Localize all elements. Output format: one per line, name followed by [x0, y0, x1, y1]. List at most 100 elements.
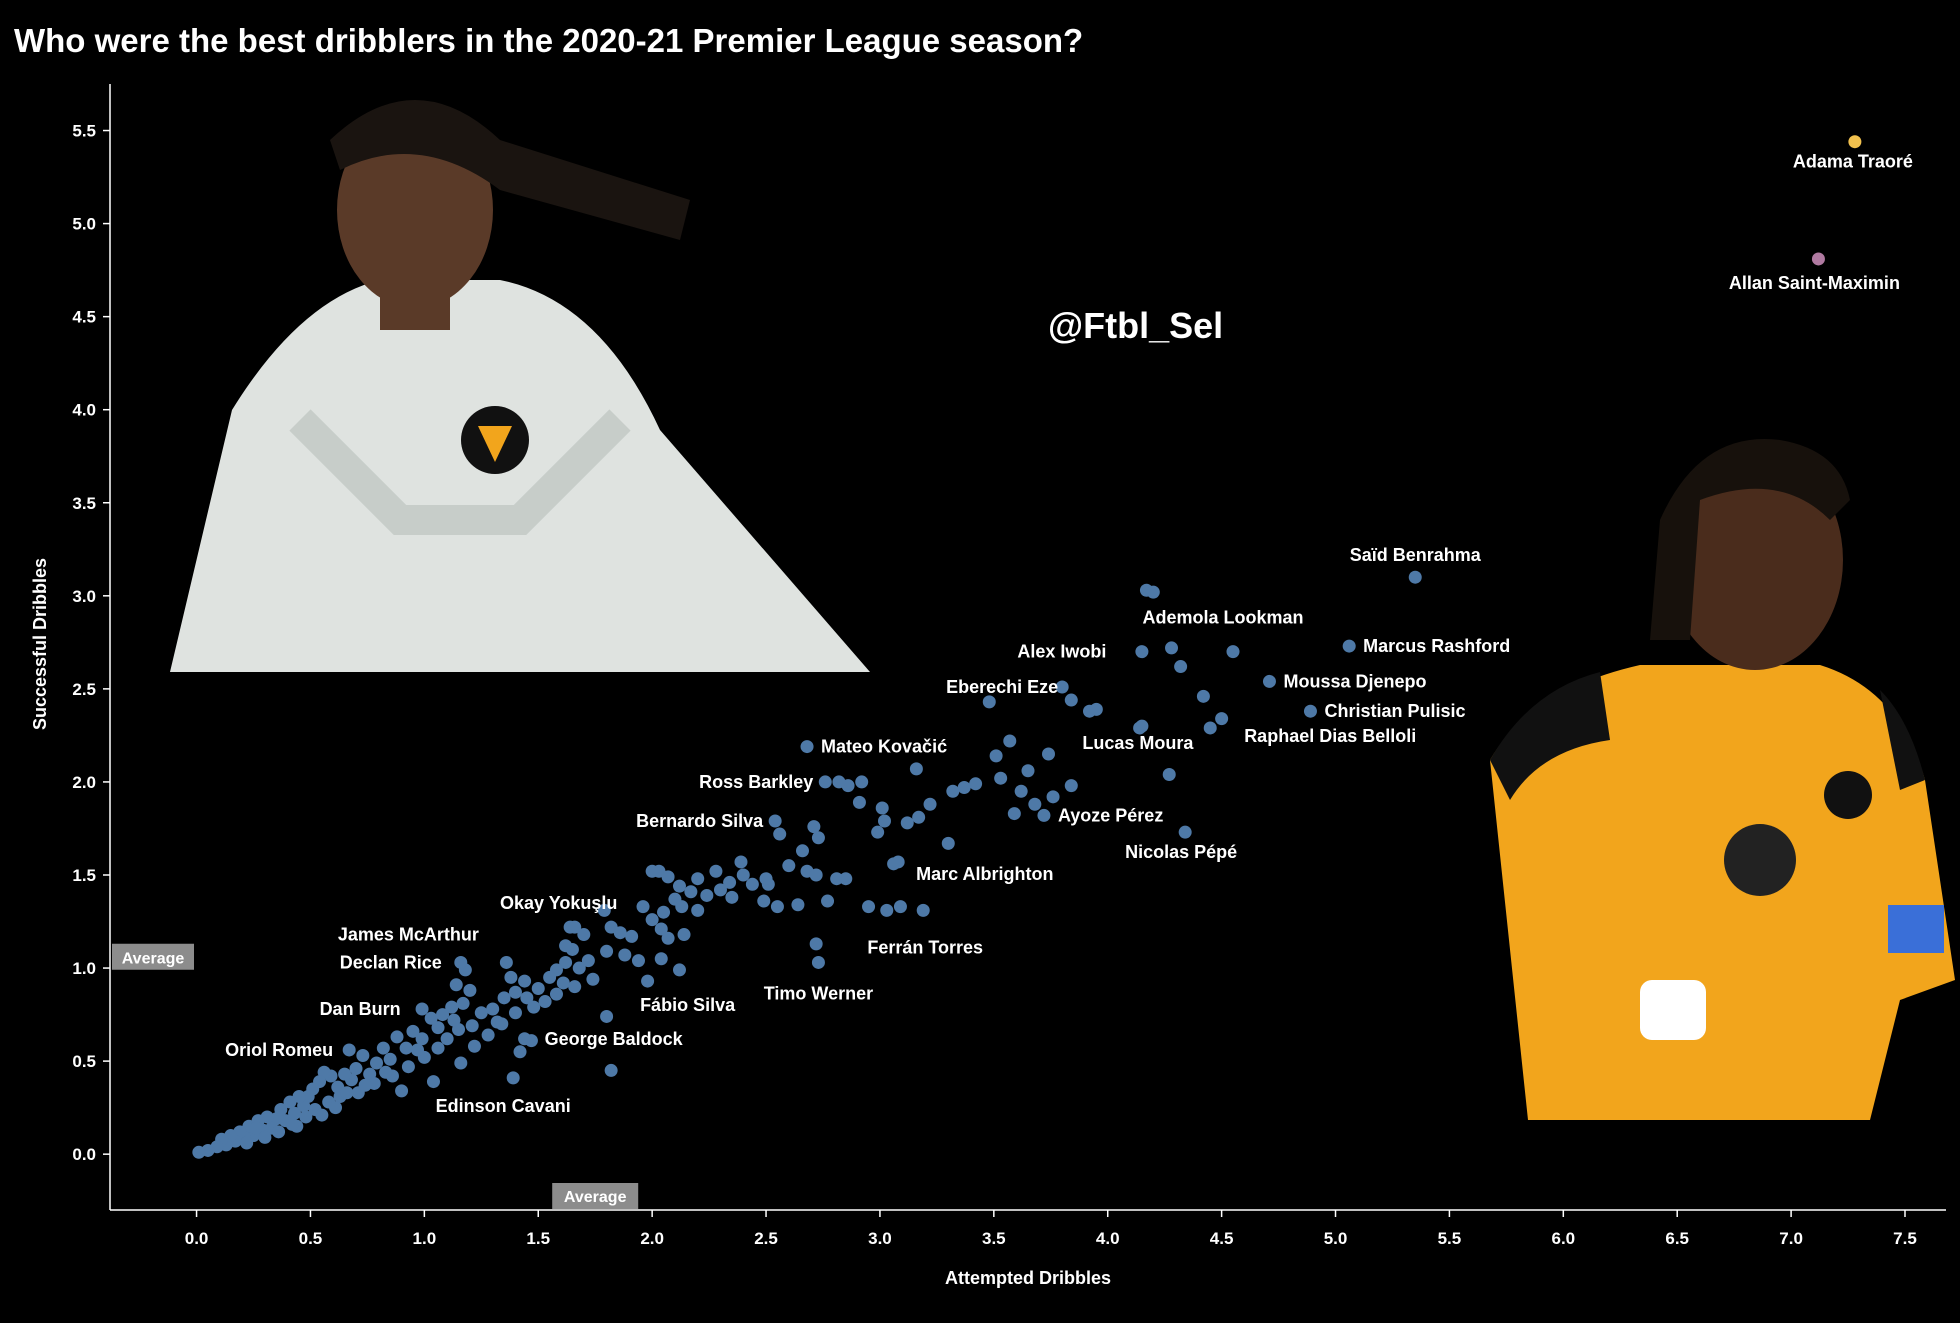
- data-point: [709, 864, 723, 878]
- data-point: [538, 995, 552, 1009]
- data-point: [543, 970, 557, 984]
- point-label: George Baldock: [545, 1029, 684, 1049]
- data-point: [440, 1032, 454, 1046]
- data-point: [508, 1006, 522, 1020]
- data-point: [969, 777, 983, 791]
- data-point: [818, 775, 832, 789]
- data-point: [636, 900, 650, 914]
- data-point: [399, 1041, 413, 1055]
- data-point: [454, 955, 468, 969]
- data-point: [795, 844, 809, 858]
- x-tick-label: 5.5: [1438, 1229, 1462, 1248]
- data-point: [1226, 645, 1240, 659]
- data-point: [672, 879, 686, 893]
- photo-adama-traore-gold-kit: [1490, 439, 1955, 1120]
- data-point: [499, 955, 513, 969]
- watermark: @Ftbl_Sel: [1048, 305, 1223, 346]
- point-label: Bernardo Silva: [636, 811, 764, 831]
- data-point: [923, 797, 937, 811]
- data-point: [871, 825, 885, 839]
- data-point: [497, 991, 511, 1005]
- data-point: [240, 1136, 254, 1150]
- data-point: [1064, 779, 1078, 793]
- data-point: [431, 1021, 445, 1035]
- data-point: [770, 900, 784, 914]
- data-point: [1196, 689, 1210, 703]
- data-point: [672, 963, 686, 977]
- data-point: [759, 872, 773, 886]
- data-point: [916, 903, 930, 917]
- data-point: [862, 900, 876, 914]
- data-point: [631, 954, 645, 968]
- data-point: [1174, 660, 1188, 674]
- highlighted-point: [1848, 135, 1862, 149]
- x-tick-label: 0.5: [299, 1229, 323, 1248]
- page-title: Who were the best dribblers in the 2020-…: [14, 22, 1084, 59]
- data-point: [581, 954, 595, 968]
- point-label: Oriol Romeu: [225, 1040, 333, 1060]
- data-point: [713, 883, 727, 897]
- data-point: [875, 801, 889, 815]
- data-point: [513, 1045, 527, 1059]
- point-label: Lucas Moura: [1082, 733, 1194, 753]
- data-point: [604, 920, 618, 934]
- data-point: [855, 775, 869, 789]
- point-label: Ferrán Torres: [867, 937, 983, 957]
- data-point: [1262, 674, 1276, 688]
- data-point: [1135, 645, 1149, 659]
- point-label: Mateo Kovačić: [821, 737, 947, 757]
- point-label: Okay Yokuşlu: [500, 893, 617, 913]
- data-point: [832, 775, 846, 789]
- point-label: Fábio Silva: [640, 995, 736, 1015]
- data-point: [700, 888, 714, 902]
- data-point: [957, 781, 971, 795]
- x-tick-label: 6.0: [1551, 1229, 1575, 1248]
- point-label: Christian Pulisic: [1324, 701, 1465, 721]
- x-tick-label: 1.0: [413, 1229, 437, 1248]
- data-point: [358, 1078, 372, 1092]
- x-tick-label: 6.5: [1665, 1229, 1689, 1248]
- highlighted-point: [1811, 252, 1825, 266]
- x-tick-label: 4.5: [1210, 1229, 1234, 1248]
- point-label: Timo Werner: [764, 983, 873, 1003]
- data-point: [1089, 702, 1103, 716]
- x-tick-label: 4.0: [1096, 1229, 1120, 1248]
- data-point: [809, 868, 823, 882]
- data-point: [641, 974, 655, 988]
- data-point: [356, 1049, 370, 1063]
- data-point: [811, 831, 825, 845]
- data-point: [768, 814, 782, 828]
- data-point: [370, 1056, 384, 1070]
- data-point: [454, 1056, 468, 1070]
- data-point: [654, 952, 668, 966]
- data-point: [549, 987, 563, 1001]
- data-point: [654, 922, 668, 936]
- data-point: [994, 771, 1008, 785]
- data-point: [411, 1043, 425, 1057]
- data-point: [456, 996, 470, 1010]
- data-point: [657, 905, 671, 919]
- data-point: [691, 872, 705, 886]
- y-tick-label: 4.0: [72, 401, 96, 420]
- y-tick-label: 0.5: [72, 1052, 96, 1071]
- data-point: [506, 1071, 520, 1085]
- data-point: [1215, 712, 1229, 726]
- data-point: [745, 877, 759, 891]
- data-point: [495, 1017, 509, 1031]
- data-point: [586, 972, 600, 986]
- data-point: [1042, 747, 1056, 761]
- data-point: [782, 859, 796, 873]
- data-point: [426, 1075, 440, 1089]
- data-point: [465, 1019, 479, 1033]
- data-point: [449, 978, 463, 992]
- data-point: [1135, 719, 1149, 733]
- data-point: [811, 955, 825, 969]
- data-point: [390, 1030, 404, 1044]
- y-tick-label: 0.0: [72, 1145, 96, 1164]
- data-point: [909, 762, 923, 776]
- data-point: [338, 1067, 352, 1081]
- data-point: [1064, 693, 1078, 707]
- x-average-box: [552, 1183, 639, 1209]
- player-photos: [170, 100, 1955, 1120]
- data-point: [288, 1106, 302, 1120]
